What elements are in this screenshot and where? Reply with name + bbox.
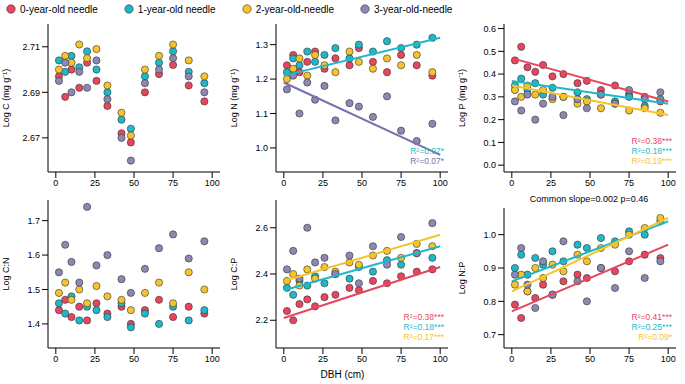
svg-text:100: 100: [661, 178, 676, 188]
svg-text:1.1: 1.1: [255, 109, 268, 119]
svg-text:0: 0: [53, 354, 58, 364]
svg-text:75: 75: [396, 178, 406, 188]
html-text:R²=0.19***: R²=0.19***: [631, 156, 672, 166]
svg-text:2.6: 2.6: [255, 223, 268, 233]
svg-text:100: 100: [661, 354, 676, 364]
svg-text:0: 0: [281, 178, 286, 188]
svg-text:Log N:P: Log N:P: [457, 262, 467, 295]
svg-text:75: 75: [396, 354, 406, 364]
svg-text:Log C (mg g⁻¹): Log C (mg g⁻¹): [8, 69, 11, 128]
html-text:0-year-old needle: 0-year-old needle: [20, 3, 98, 15]
html-text:R²=0.18***: R²=0.18***: [631, 146, 672, 156]
svg-text:1.0: 1.0: [255, 143, 268, 153]
svg-text:50: 50: [357, 354, 367, 364]
html-text:R²=0.41***: R²=0.41***: [631, 312, 672, 322]
svg-text:0.7: 0.7: [483, 330, 496, 340]
svg-text:0.1: 0.1: [483, 138, 496, 148]
svg-text:75: 75: [624, 354, 634, 364]
svg-text:1.0: 1.0: [483, 230, 496, 240]
svg-text:0: 0: [509, 178, 514, 188]
svg-text:1.7: 1.7: [27, 216, 40, 226]
svg-text:25: 25: [318, 178, 328, 188]
svg-text:100: 100: [433, 178, 448, 188]
svg-text:50: 50: [129, 178, 139, 188]
svg-text:0.9: 0.9: [483, 263, 496, 273]
svg-text:100: 100: [205, 178, 220, 188]
svg-text:0.2: 0.2: [483, 115, 496, 125]
svg-text:2.69: 2.69: [22, 88, 40, 98]
svg-text:100: 100: [433, 354, 448, 364]
svg-text:0: 0: [509, 354, 514, 364]
svg-text:2.2: 2.2: [255, 315, 268, 325]
svg-text:1.3: 1.3: [255, 40, 268, 50]
html-text:R²=0.17***: R²=0.17***: [403, 332, 444, 342]
svg-text:50: 50: [585, 178, 595, 188]
html-text:3-year-old-needle: 3-year-old-needle: [374, 3, 453, 15]
svg-text:0.0: 0.0: [483, 160, 496, 170]
svg-text:0.4: 0.4: [483, 69, 496, 79]
svg-text:Log C:N: Log C:N: [8, 257, 11, 290]
svg-text:2.4: 2.4: [255, 269, 268, 279]
html-text:R²=0.18***: R²=0.18***: [403, 322, 444, 332]
svg-text:25: 25: [546, 354, 556, 364]
html-text:R²=0.09*: R²=0.09*: [638, 332, 672, 342]
svg-text:100: 100: [205, 354, 220, 364]
html-text:2-year-old-needle: 2-year-old-needle: [255, 3, 334, 15]
html-text:Common slope=0.002 p=0.46: Common slope=0.002 p=0.46: [529, 194, 649, 204]
svg-text:75: 75: [168, 178, 178, 188]
svg-text:50: 50: [585, 354, 595, 364]
svg-text:50: 50: [129, 354, 139, 364]
svg-text:Log C:P: Log C:P: [229, 258, 239, 291]
svg-text:0: 0: [53, 178, 58, 188]
svg-text:0.8: 0.8: [483, 297, 496, 307]
svg-text:2.67: 2.67: [22, 133, 40, 143]
html-text:R²=0.38***: R²=0.38***: [631, 136, 672, 146]
svg-text:2.71: 2.71: [22, 42, 40, 52]
svg-text:Log N (mg g⁻¹): Log N (mg g⁻¹): [229, 69, 239, 128]
svg-text:0.3: 0.3: [483, 92, 496, 102]
svg-text:75: 75: [624, 178, 634, 188]
svg-text:25: 25: [90, 178, 100, 188]
svg-text:0.6: 0.6: [483, 24, 496, 34]
html-text:1-year-old needle: 1-year-old needle: [137, 3, 216, 15]
html-text:DBH (cm): DBH (cm): [320, 369, 365, 380]
svg-text:1.2: 1.2: [255, 74, 268, 84]
svg-text:50: 50: [357, 178, 367, 188]
svg-text:0: 0: [281, 354, 286, 364]
html-text:R²=0.07*: R²=0.07*: [410, 146, 444, 156]
svg-text:Log P (mg g⁻¹): Log P (mg g⁻¹): [457, 69, 467, 127]
svg-text:75: 75: [168, 354, 178, 364]
svg-text:25: 25: [546, 178, 556, 188]
svg-text:25: 25: [90, 354, 100, 364]
html-text:R²=0.25***: R²=0.25***: [631, 322, 672, 332]
svg-text:0.5: 0.5: [483, 47, 496, 57]
html-text:R²=0.07*: R²=0.07*: [410, 156, 444, 166]
svg-text:1.5: 1.5: [27, 285, 40, 295]
html-text:R²=0.38***: R²=0.38***: [403, 312, 444, 322]
svg-text:1.4: 1.4: [27, 319, 40, 329]
svg-text:25: 25: [318, 354, 328, 364]
svg-text:1.6: 1.6: [27, 250, 40, 260]
